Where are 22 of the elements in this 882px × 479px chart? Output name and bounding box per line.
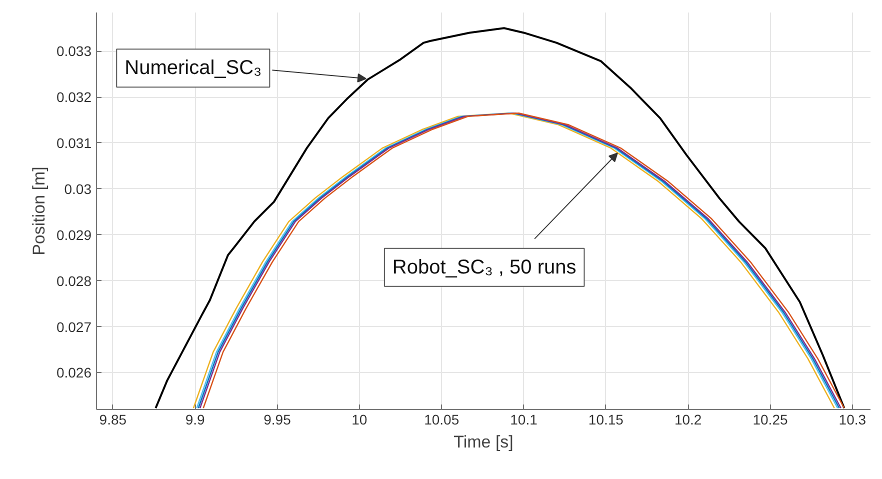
y-tick-label: 0.03 xyxy=(64,180,92,197)
x-tick-label: 9.85 xyxy=(99,412,127,428)
y-tick-label: 0.027 xyxy=(56,318,92,335)
annotation: Numerical_SC₃ xyxy=(124,57,262,80)
y-tick-label: 0.028 xyxy=(56,272,92,289)
x-tick-label: 10.05 xyxy=(424,412,460,428)
x-tick-label: 10 xyxy=(352,412,368,428)
x-axis-title: Time [s] xyxy=(454,432,514,452)
x-tick-label: 10.25 xyxy=(752,412,788,428)
y-tick-label: 0.026 xyxy=(56,364,92,381)
y-tick-label: 0.032 xyxy=(56,89,92,106)
x-tick-label: 9.9 xyxy=(185,412,206,428)
annotation: Robot_SC₃ , 50 runs xyxy=(392,256,576,278)
x-tick-label: 10.2 xyxy=(674,412,702,428)
y-tick-label: 0.029 xyxy=(56,226,92,243)
x-tick-label: 10.1 xyxy=(510,412,538,428)
x-tick-label: 10.3 xyxy=(838,412,866,428)
y-tick-label: 0.031 xyxy=(56,134,92,151)
y-axis-title: Position [m] xyxy=(29,166,48,256)
x-tick-label: 10.15 xyxy=(588,412,624,428)
y-tick-label: 0.033 xyxy=(56,43,92,60)
x-tick-label: 9.95 xyxy=(264,412,292,428)
